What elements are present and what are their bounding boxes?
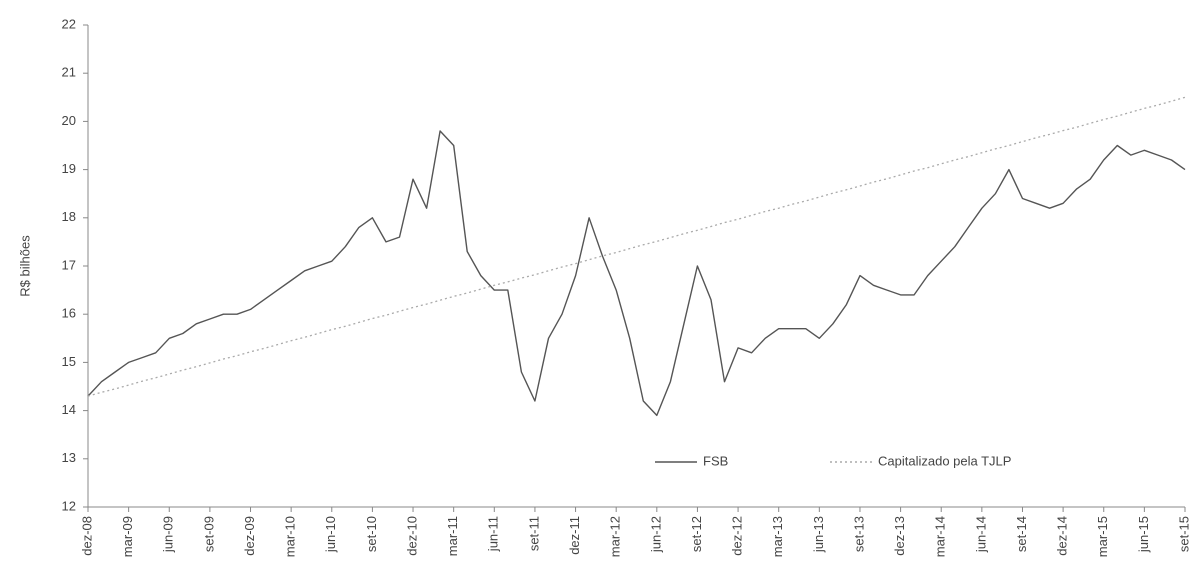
x-tick-label: jun-09 <box>161 516 176 553</box>
x-tick-label: dez-13 <box>892 516 907 556</box>
x-tick-label: mar-14 <box>933 516 948 557</box>
x-tick-label: set-13 <box>851 516 866 552</box>
x-tick-label: set-14 <box>1014 516 1029 552</box>
legend-label: FSB <box>703 453 728 468</box>
x-tick-label: dez-14 <box>1055 516 1070 556</box>
y-tick-label: 14 <box>62 402 76 417</box>
x-tick-label: dez-10 <box>404 516 419 556</box>
x-tick-label: jun-14 <box>973 516 988 553</box>
y-tick-label: 16 <box>62 306 76 321</box>
x-tick-label: dez-11 <box>567 516 582 555</box>
x-tick-label: mar-12 <box>608 516 623 557</box>
series-line <box>87 130 1186 417</box>
y-tick-label: 20 <box>62 113 76 128</box>
y-tick-label: 17 <box>62 257 76 272</box>
x-tick-label: set-11 <box>526 516 541 551</box>
y-tick-label: 22 <box>62 16 76 31</box>
x-tick-label: jun-13 <box>811 516 826 553</box>
legend-label: Capitalizado pela TJLP <box>878 453 1011 468</box>
y-tick-label: 19 <box>62 161 76 176</box>
x-tick-label: set-15 <box>1176 516 1191 552</box>
x-tick-label: jun-10 <box>323 516 338 553</box>
x-tick-label: mar-09 <box>120 516 135 557</box>
y-tick-label: 21 <box>62 65 76 80</box>
x-tick-label: set-09 <box>201 516 216 552</box>
x-tick-label: jun-11 <box>486 516 501 552</box>
series-line <box>87 96 1186 397</box>
x-tick-label: dez-09 <box>242 516 257 556</box>
y-tick-label: 13 <box>62 450 76 465</box>
x-tick-label: mar-10 <box>283 516 298 557</box>
x-tick-label: set-12 <box>689 516 704 552</box>
y-tick-label: 12 <box>62 498 76 513</box>
x-tick-label: jun-15 <box>1136 516 1151 553</box>
x-tick-label: mar-15 <box>1095 516 1110 557</box>
x-tick-label: set-10 <box>364 516 379 552</box>
y-tick-label: 15 <box>62 354 76 369</box>
x-tick-label: dez-08 <box>79 516 94 556</box>
x-tick-label: mar-11 <box>445 516 460 556</box>
x-tick-label: jun-12 <box>648 516 663 553</box>
y-tick-label: 18 <box>62 209 76 224</box>
x-tick-label: dez-12 <box>730 516 745 556</box>
y-axis-label: R$ bilhões <box>17 235 32 297</box>
x-tick-label: mar-13 <box>770 516 785 557</box>
